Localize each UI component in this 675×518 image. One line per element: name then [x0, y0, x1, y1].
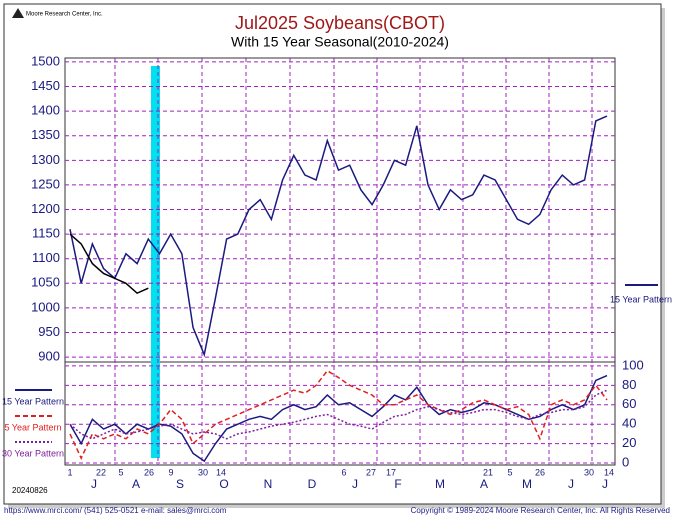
y-tick-label: 20: [622, 435, 636, 450]
x-tick-label: 5: [118, 467, 123, 477]
y-tick-label: 950: [38, 324, 60, 339]
x-tick-label: 1: [67, 467, 72, 477]
footer-copyright: Copyright © 1989-2024 Moore Research Cen…: [411, 506, 670, 515]
x-tick-label: 22: [96, 467, 106, 477]
month-label: F: [394, 477, 401, 491]
month-label: N: [264, 477, 273, 491]
y-tick-label: 100: [622, 357, 644, 372]
y-tick-label: 1100: [32, 250, 60, 265]
legend-label: 30 Year Pattern: [2, 448, 64, 458]
x-tick-label: 21: [483, 467, 493, 477]
x-tick-label: 9: [168, 467, 173, 477]
highlight-band: [151, 66, 160, 458]
legend-label: 5 Year Pattern: [4, 422, 61, 432]
y-tick-label: 1050: [31, 275, 60, 290]
legend-label: 15 Year Pattern: [2, 396, 64, 406]
month-label: J: [602, 477, 608, 491]
x-tick-label: 14: [216, 467, 226, 477]
frame: [3, 3, 662, 505]
y-tick-label: 0: [622, 454, 629, 469]
month-label: A: [132, 477, 140, 491]
month-label: J: [352, 477, 358, 491]
chart-title: Jul2025 Soybeans(CBOT): [235, 13, 445, 33]
x-tick-label: 5: [507, 467, 512, 477]
x-tick-label: 30: [584, 467, 594, 477]
y-tick-label: 40: [622, 416, 636, 431]
x-tick-label: 30: [198, 467, 208, 477]
x-tick-label: 27: [366, 467, 376, 477]
series-line: [69, 115, 608, 358]
y-tick-label: 1350: [31, 127, 60, 142]
legend-label: 15 Year Pattern: [610, 294, 672, 304]
month-label: O: [219, 477, 228, 491]
x-tick-label: 26: [535, 467, 545, 477]
month-label: D: [308, 477, 317, 491]
x-tick-label: 14: [604, 467, 614, 477]
y-tick-label: 1150: [32, 226, 60, 241]
y-tick-label: 80: [622, 377, 636, 392]
logo-text: Moore Research Center, Inc.: [26, 12, 103, 18]
month-label: M: [435, 477, 445, 491]
bottom-plot-frame: [64, 361, 616, 466]
x-tick-label: 6: [341, 467, 346, 477]
month-label: S: [176, 477, 184, 491]
series-line: [69, 233, 149, 295]
y-tick-label: 1200: [31, 201, 60, 216]
x-tick-label: 17: [386, 467, 396, 477]
month-label: A: [480, 477, 488, 491]
y-tick-label: 1450: [31, 78, 60, 93]
month-label: J: [91, 477, 97, 491]
series-line: [69, 369, 608, 460]
y-tick-label: 1400: [31, 103, 60, 118]
logo-mark: [12, 8, 24, 18]
y-tick-label: 1250: [31, 176, 60, 191]
month-label: M: [522, 477, 532, 491]
series-line: [69, 389, 608, 440]
date-stamp: 20240826: [12, 486, 48, 495]
y-tick-label: 1500: [31, 53, 60, 68]
y-tick-label: 900: [38, 349, 60, 364]
x-tick-label: 26: [144, 467, 154, 477]
y-tick-label: 1300: [31, 152, 60, 167]
chart-subtitle: With 15 Year Seasonal(2010-2024): [231, 34, 449, 50]
footer-contact: https://www.mrci.com/ (541) 525-0521 e-m…: [4, 506, 227, 515]
y-tick-label: 60: [622, 396, 636, 411]
y-tick-label: 1000: [31, 299, 60, 314]
month-label: J: [568, 477, 574, 491]
